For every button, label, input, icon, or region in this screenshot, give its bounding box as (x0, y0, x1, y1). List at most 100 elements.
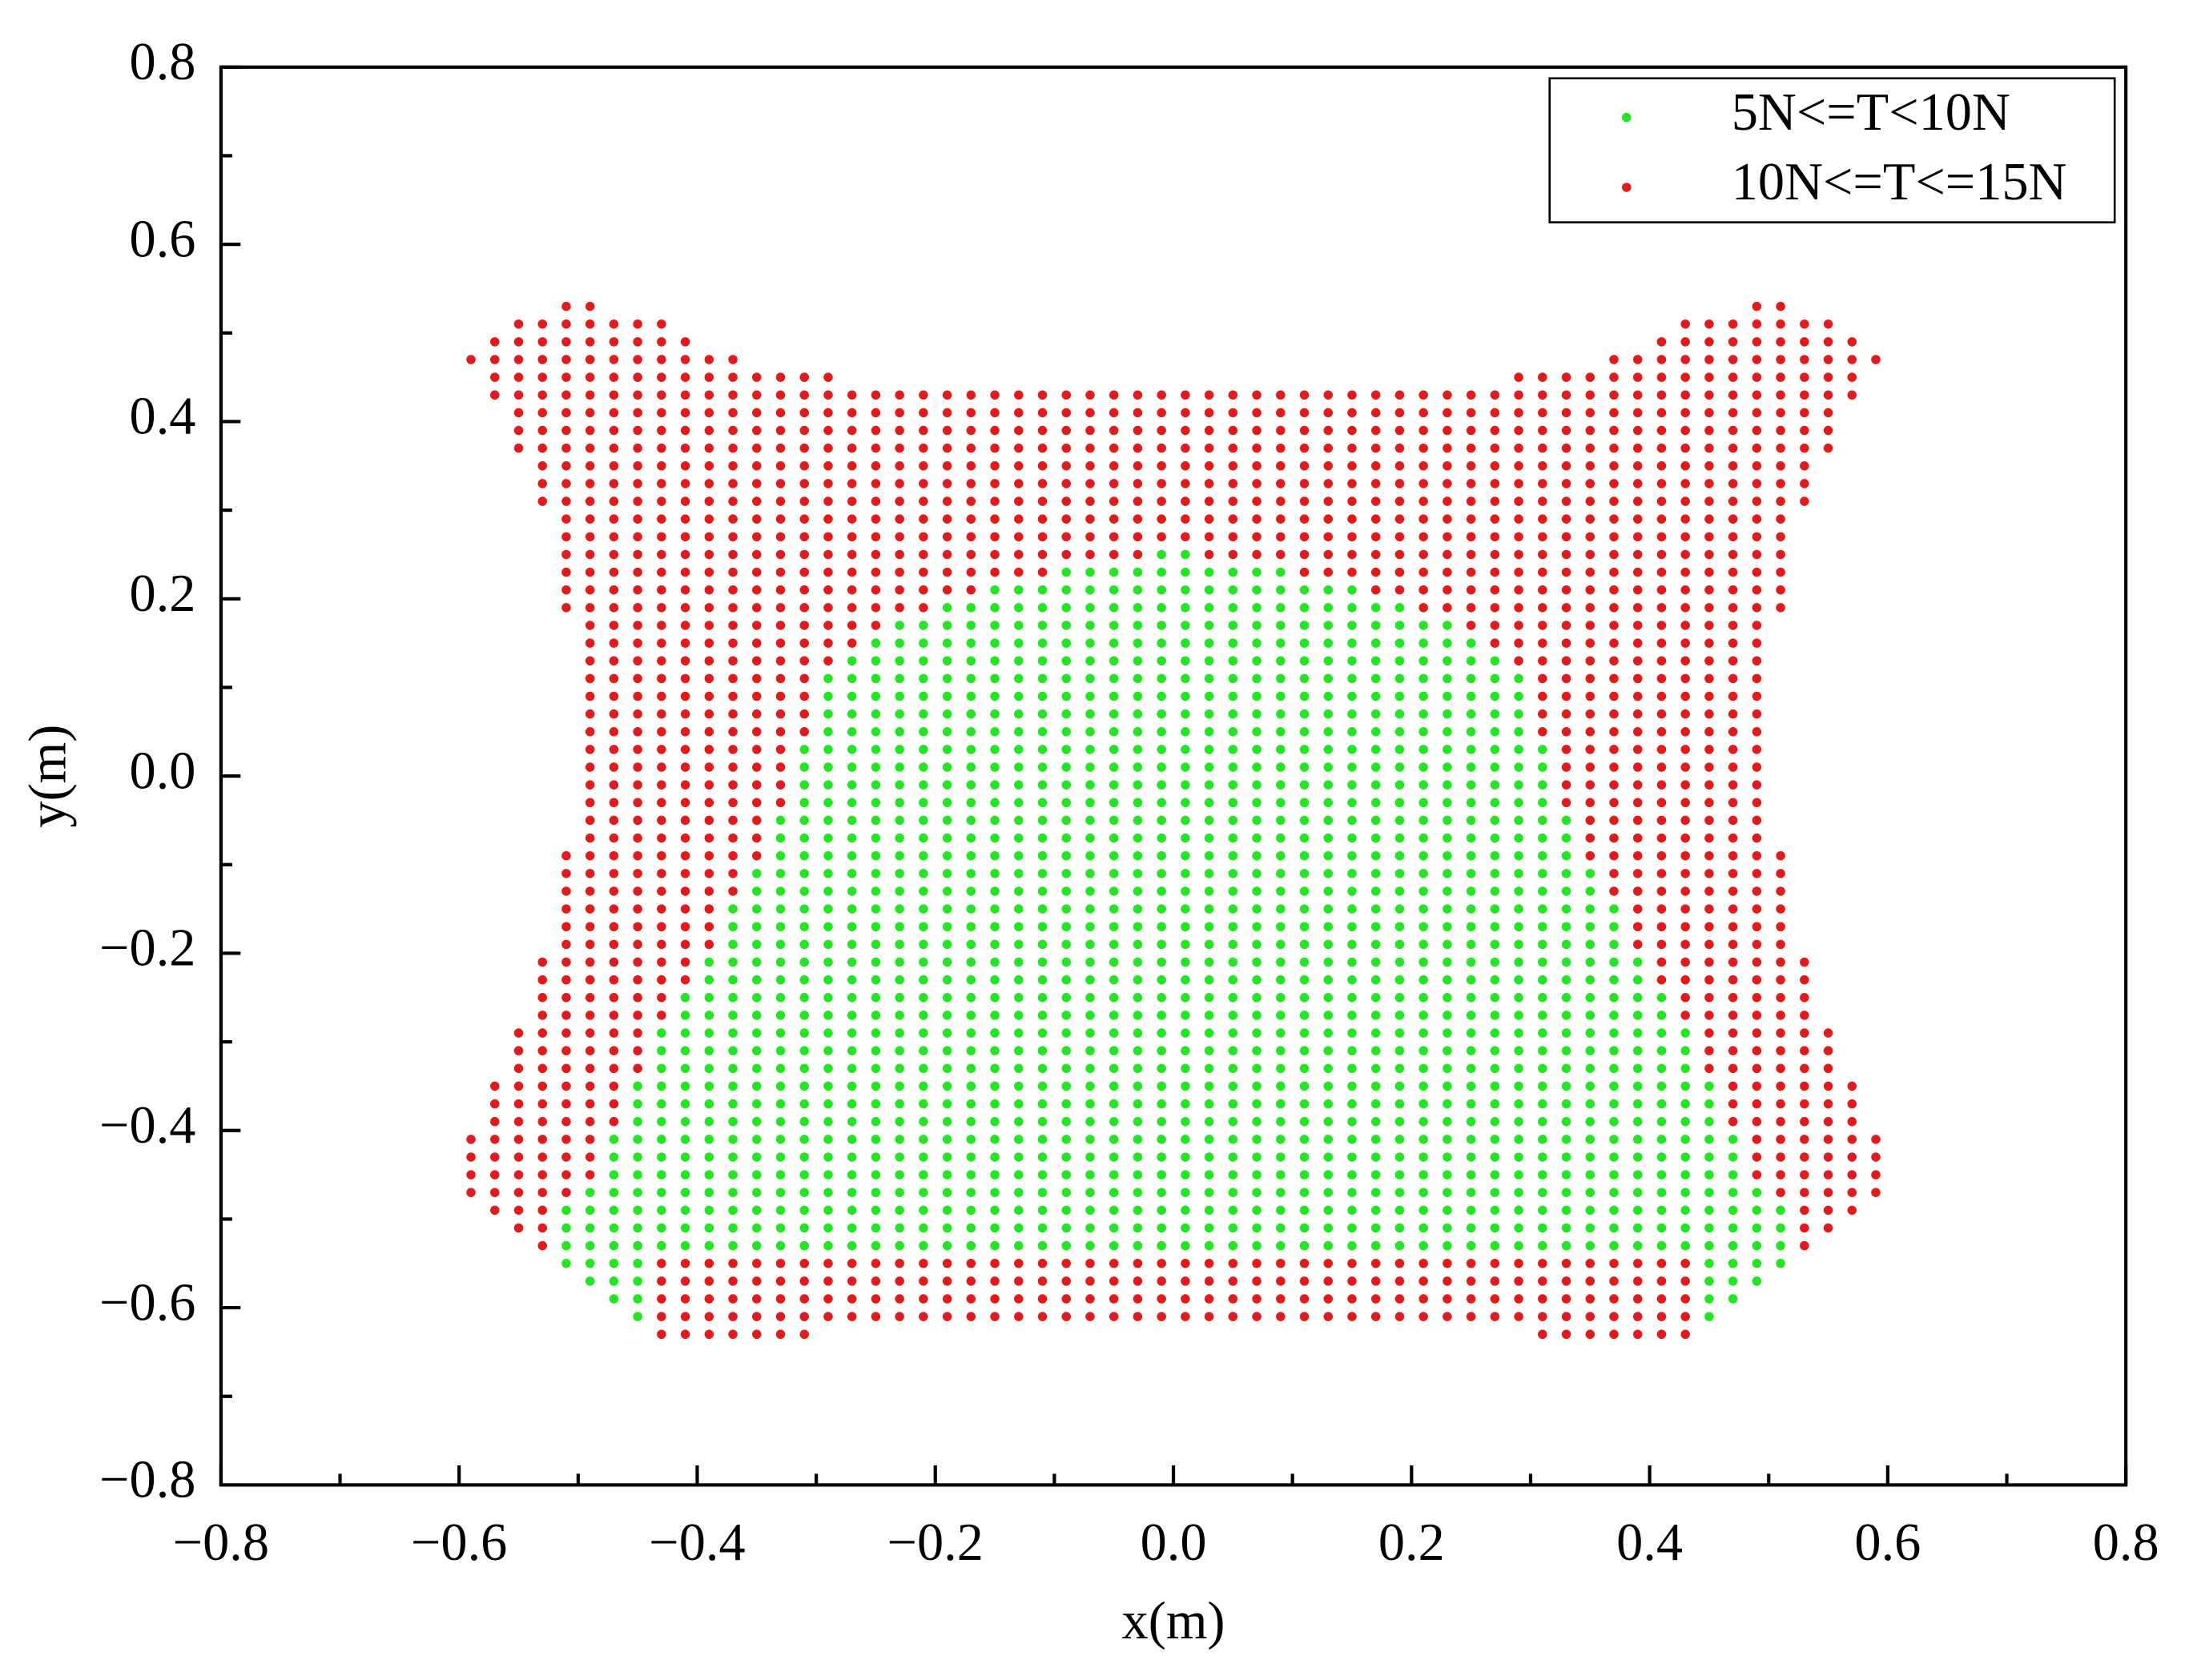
point (1085, 656, 1095, 666)
point (633, 1170, 642, 1180)
point (1800, 1046, 1809, 1055)
point (823, 496, 833, 506)
point (799, 993, 810, 1003)
point (1632, 1116, 1643, 1127)
point (1299, 638, 1310, 648)
point (1728, 904, 1738, 914)
point (775, 780, 786, 790)
point (1561, 993, 1571, 1003)
point (1514, 993, 1523, 1003)
point (1490, 585, 1500, 595)
point (919, 1028, 928, 1038)
point (1776, 532, 1785, 542)
point (1538, 709, 1547, 719)
point (633, 1152, 642, 1162)
point (1752, 621, 1762, 630)
point (657, 585, 666, 595)
point (633, 904, 642, 914)
point (1252, 798, 1261, 808)
point (1418, 1099, 1428, 1109)
point (1752, 869, 1762, 878)
point (775, 762, 786, 772)
point (513, 337, 524, 347)
point (1204, 390, 1214, 400)
point (1394, 939, 1405, 950)
point (1276, 1081, 1286, 1091)
point (680, 390, 690, 400)
point (1109, 886, 1119, 896)
point (1347, 673, 1357, 684)
point (1085, 567, 1095, 577)
point (1133, 514, 1143, 524)
point (1728, 514, 1738, 524)
point (1728, 798, 1738, 808)
point (1133, 1046, 1143, 1055)
point (1157, 709, 1166, 719)
point (1276, 727, 1286, 737)
point (1490, 904, 1500, 914)
point (1252, 673, 1261, 684)
point (1014, 780, 1024, 790)
point (871, 1170, 881, 1180)
point (990, 1135, 1000, 1144)
point (728, 745, 738, 754)
point (1656, 1063, 1667, 1074)
point (633, 496, 642, 506)
point (1514, 1223, 1523, 1233)
point (704, 1240, 714, 1251)
point (1014, 1081, 1024, 1091)
point (823, 1188, 833, 1197)
point (1014, 691, 1024, 701)
point (1656, 337, 1667, 347)
point (1656, 390, 1667, 400)
point (1514, 1240, 1523, 1251)
point (1443, 1011, 1452, 1020)
point (1632, 479, 1643, 488)
point (966, 745, 976, 754)
point (1061, 585, 1072, 595)
point (1561, 709, 1571, 719)
point (585, 496, 595, 506)
legend-label: 5N<=T<10N (1732, 83, 2010, 142)
point (561, 1116, 571, 1127)
point (1538, 372, 1547, 382)
point (1323, 815, 1334, 826)
point (1323, 709, 1334, 719)
point (847, 815, 857, 826)
point (680, 1081, 690, 1091)
point (1276, 886, 1286, 896)
point (799, 585, 810, 595)
point (680, 869, 690, 878)
point (1538, 567, 1547, 577)
point (609, 1205, 619, 1216)
point (1656, 585, 1667, 595)
point (1228, 567, 1238, 577)
point (1561, 886, 1571, 896)
point (1561, 1294, 1571, 1304)
point (1418, 762, 1428, 772)
point (728, 443, 738, 453)
point (1443, 425, 1452, 436)
point (1418, 1205, 1428, 1216)
point (561, 1258, 571, 1268)
point (1228, 957, 1238, 967)
point (1752, 957, 1762, 967)
point (609, 425, 619, 436)
point (704, 1170, 714, 1180)
point (1680, 975, 1690, 985)
point (942, 425, 952, 436)
point (1514, 621, 1523, 630)
point (799, 496, 810, 506)
point (1061, 479, 1072, 488)
point (1656, 922, 1667, 932)
point (680, 993, 690, 1003)
point (609, 975, 619, 985)
point (1561, 479, 1571, 488)
point (1466, 922, 1476, 932)
point (1752, 408, 1762, 418)
point (895, 479, 904, 488)
point (942, 833, 952, 843)
y-tick-label: 0.8 (130, 33, 196, 91)
point (1847, 1188, 1857, 1197)
point (1157, 461, 1166, 471)
